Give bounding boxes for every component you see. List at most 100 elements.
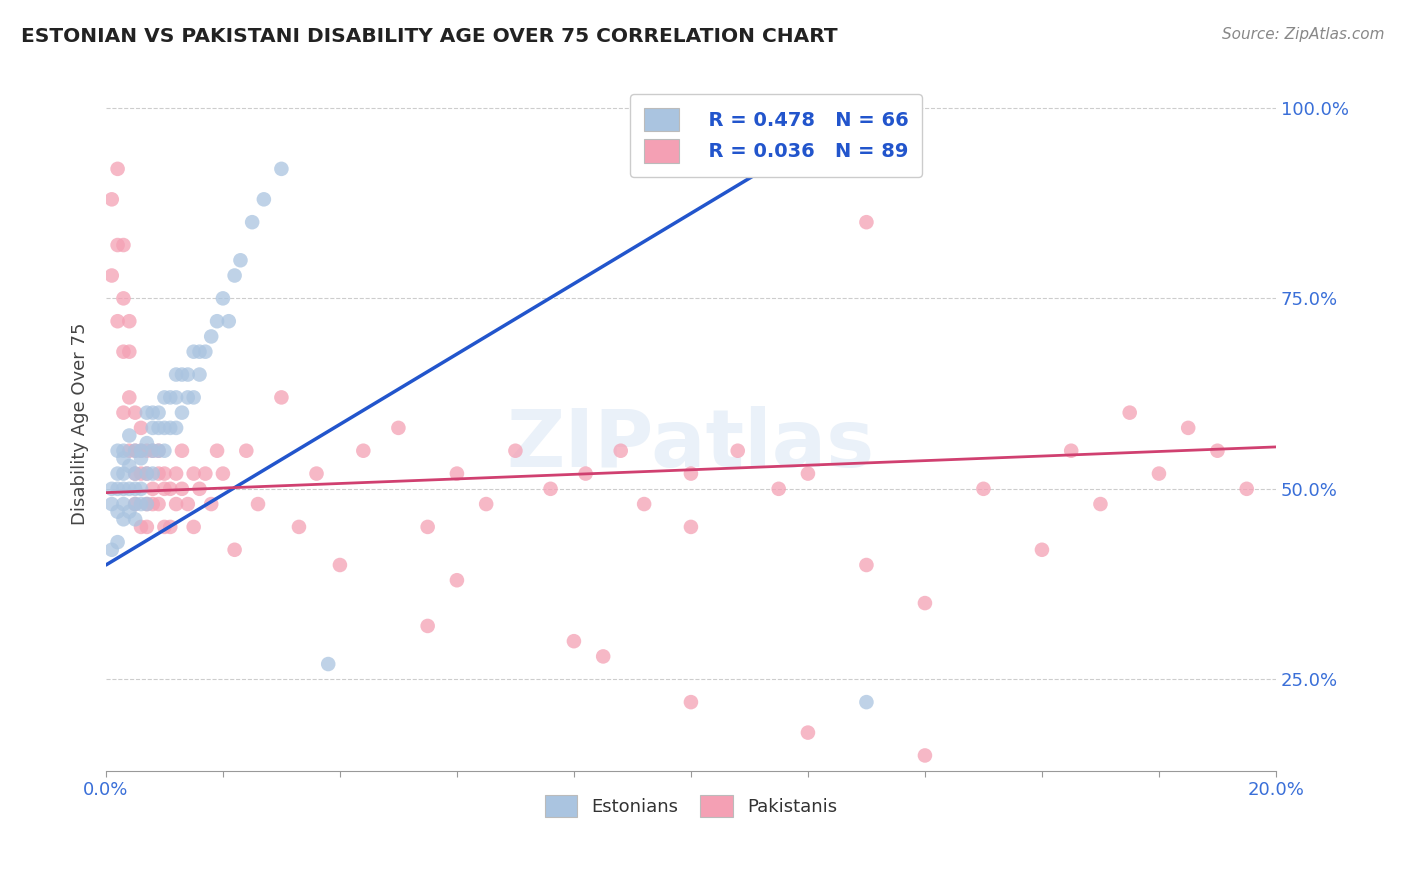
Point (112, 451, 135, 466)
Point (159, 520, 181, 534)
Point (124, 512, 146, 526)
Point (200, 329, 222, 343)
Text: ZIPatlas: ZIPatlas (506, 406, 875, 483)
Point (165, 391, 187, 405)
Point (148, 497, 170, 511)
Point (224, 542, 246, 557)
Point (148, 443, 170, 458)
Point (183, 520, 205, 534)
Point (129, 497, 152, 511)
Point (575, 467, 598, 481)
Point (112, 238, 135, 252)
Point (188, 368, 211, 382)
Point (416, 520, 439, 534)
Point (107, 314, 129, 328)
Point (1060, 443, 1083, 458)
Point (107, 535, 129, 549)
Text: ESTONIAN VS PAKISTANI DISABILITY AGE OVER 75 CORRELATION CHART: ESTONIAN VS PAKISTANI DISABILITY AGE OVE… (21, 27, 838, 45)
Point (387, 421, 409, 435)
Point (107, 161, 129, 176)
Point (112, 497, 135, 511)
Legend: Estonians, Pakistanis: Estonians, Pakistanis (537, 788, 845, 824)
Point (124, 443, 146, 458)
Point (118, 428, 141, 442)
Point (727, 443, 749, 458)
Point (1206, 443, 1229, 458)
Point (135, 467, 157, 481)
Point (124, 482, 146, 496)
Point (112, 344, 135, 359)
Point (229, 253, 252, 268)
Point (562, 634, 585, 648)
Point (148, 421, 170, 435)
Point (100, 192, 122, 206)
Point (159, 391, 181, 405)
Point (177, 368, 200, 382)
Point (135, 443, 157, 458)
Point (855, 215, 877, 229)
Point (592, 649, 614, 664)
Point (288, 520, 311, 534)
Point (170, 443, 193, 458)
Point (153, 467, 176, 481)
Point (100, 482, 122, 496)
Point (124, 497, 146, 511)
Point (142, 497, 165, 511)
Point (1147, 467, 1170, 481)
Point (218, 314, 240, 328)
Point (142, 482, 165, 496)
Point (205, 443, 228, 458)
Point (129, 443, 152, 458)
Point (505, 443, 527, 458)
Point (797, 467, 820, 481)
Point (235, 443, 257, 458)
Point (194, 344, 217, 359)
Point (129, 467, 152, 481)
Point (153, 520, 176, 534)
Point (129, 443, 152, 458)
Point (540, 482, 562, 496)
Point (148, 467, 170, 481)
Point (159, 482, 181, 496)
Point (188, 482, 211, 496)
Point (212, 291, 235, 305)
Point (100, 268, 122, 283)
Point (107, 467, 129, 481)
Point (153, 421, 176, 435)
Point (142, 467, 165, 481)
Point (118, 391, 141, 405)
Point (118, 443, 141, 458)
Point (475, 497, 498, 511)
Point (316, 657, 339, 671)
Point (159, 421, 181, 435)
Point (124, 467, 146, 481)
Point (352, 443, 374, 458)
Point (329, 558, 352, 572)
Point (165, 421, 187, 435)
Point (118, 458, 141, 473)
Point (194, 467, 217, 481)
Text: Source: ZipAtlas.com: Source: ZipAtlas.com (1222, 27, 1385, 42)
Point (768, 482, 790, 496)
Point (270, 391, 292, 405)
Point (170, 406, 193, 420)
Point (416, 619, 439, 633)
Point (107, 443, 129, 458)
Point (170, 482, 193, 496)
Point (170, 368, 193, 382)
Point (253, 192, 276, 206)
Point (135, 436, 157, 450)
Point (183, 344, 205, 359)
Point (1177, 421, 1199, 435)
Point (200, 497, 222, 511)
Point (1090, 497, 1112, 511)
Point (914, 596, 936, 610)
Point (679, 520, 702, 534)
Point (188, 344, 211, 359)
Y-axis label: Disability Age Over 75: Disability Age Over 75 (72, 323, 89, 525)
Point (205, 314, 228, 328)
Point (118, 482, 141, 496)
Point (165, 368, 187, 382)
Point (183, 467, 205, 481)
Point (148, 443, 170, 458)
